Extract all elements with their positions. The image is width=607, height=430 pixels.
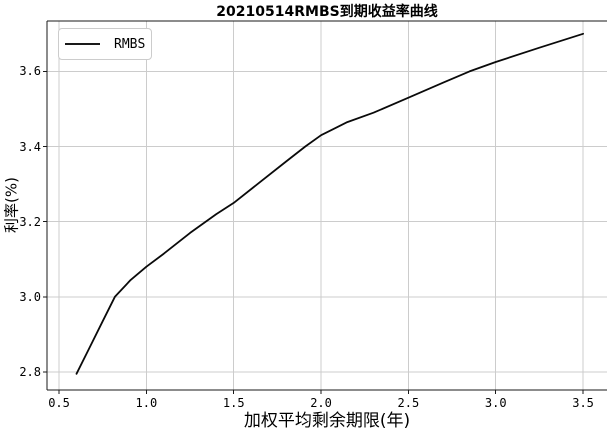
series-line-rmbs bbox=[75, 32, 584, 375]
y-tick-label: 2.8 bbox=[19, 364, 41, 379]
legend: RMBS bbox=[58, 28, 152, 60]
y-tick-label: 3.4 bbox=[19, 139, 41, 154]
x-axis-label: 加权平均剩余期限(年) bbox=[243, 411, 411, 430]
y-axis-label: 利率(%) bbox=[2, 177, 21, 233]
legend-label: RMBS bbox=[114, 36, 146, 52]
x-tick-label: 2.0 bbox=[310, 396, 332, 410]
legend-line-icon bbox=[65, 43, 100, 45]
chart-title: 20210514RMBS到期收益率曲线 bbox=[216, 4, 438, 20]
x-tick-label: 2.5 bbox=[397, 396, 420, 410]
x-tick-label: 0.5 bbox=[48, 396, 70, 410]
x-tick-label: 3.0 bbox=[484, 396, 507, 410]
x-tick-label: 3.5 bbox=[572, 396, 594, 410]
x-tick-label: 1.0 bbox=[135, 396, 158, 410]
y-tick-label: 3.6 bbox=[19, 64, 41, 79]
y-tick-label: 3.2 bbox=[19, 214, 41, 229]
y-tick-label: 3.0 bbox=[19, 289, 41, 304]
x-tick-label: 1.5 bbox=[222, 396, 245, 410]
